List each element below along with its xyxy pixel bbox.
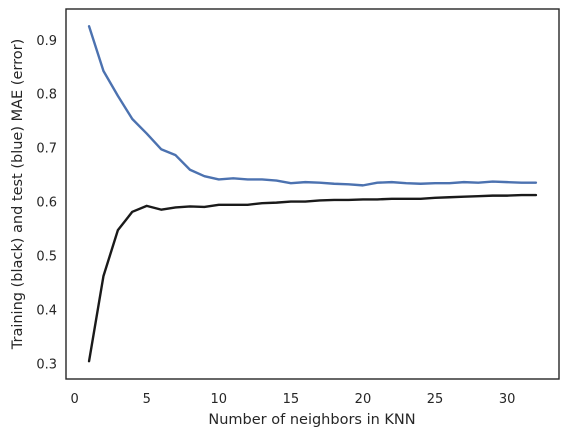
x-tick-label: 15 [283, 392, 300, 407]
axes-frame [65, 8, 560, 380]
x-tick-label: 10 [211, 392, 228, 407]
series-line-1 [87, 193, 538, 363]
x-tick-label: 20 [355, 392, 372, 407]
x-ticks: 0 5 10 15 20 25 30 [71, 392, 516, 407]
series-line-0 [87, 25, 538, 187]
x-axis-label: Number of neighbors in KNN [208, 412, 415, 428]
x-tick-label: 25 [427, 392, 444, 407]
y-tick-label: 0.5 [36, 250, 57, 265]
y-tick-label: 0.6 [36, 196, 57, 211]
y-tick-label: 0.3 [36, 357, 57, 372]
x-tick-label: 5 [143, 392, 151, 407]
y-ticks: 0.3 0.4 0.5 0.6 0.7 0.8 0.9 [36, 34, 57, 373]
plot-lines [87, 25, 538, 363]
y-tick-label: 0.4 [36, 303, 57, 318]
x-tick-label: 30 [499, 392, 516, 407]
y-tick-label: 0.9 [36, 34, 57, 49]
x-tick-label: 0 [71, 392, 79, 407]
y-tick-label: 0.8 [36, 88, 57, 103]
y-axis-label: Training (black) and test (blue) MAE (er… [10, 39, 26, 350]
y-tick-label: 0.7 [36, 142, 57, 157]
